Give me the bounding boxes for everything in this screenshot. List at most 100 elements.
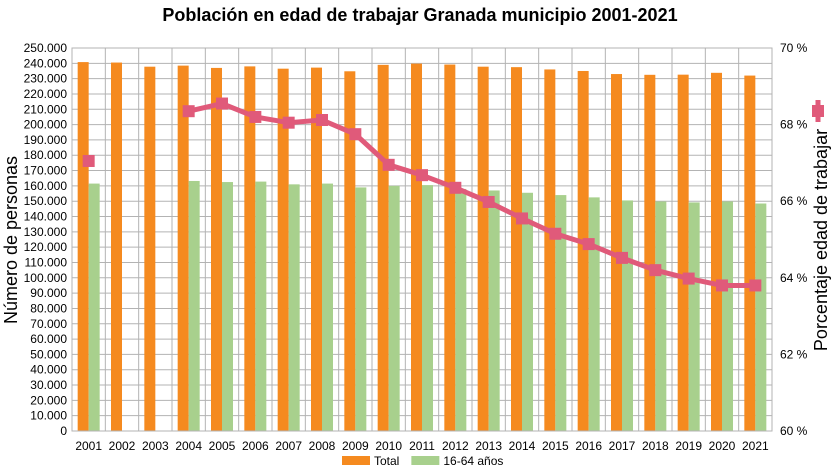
bar-16-64-2004 — [188, 180, 200, 431]
x-tick-label: 2010 — [375, 439, 402, 453]
y-tick-label: 20.000 — [30, 393, 67, 407]
bar-16-64-2018 — [655, 201, 667, 431]
bar-16-64-2011 — [422, 185, 433, 431]
bar-total-2003 — [144, 66, 156, 431]
y-tick-label: 0 — [60, 424, 67, 438]
y-tick-label: 80.000 — [30, 301, 67, 315]
x-tick-label: 2006 — [242, 439, 269, 453]
x-tick-label: 2013 — [475, 439, 502, 453]
y-tick-label: 40.000 — [30, 363, 67, 377]
line-point-2012 — [449, 181, 462, 194]
bar-16-64-2012 — [455, 188, 467, 431]
x-tick-label: 2017 — [609, 439, 636, 453]
legend-swatch — [411, 456, 440, 465]
x-tick-label: 2009 — [342, 439, 369, 453]
bar-total-2002 — [111, 62, 122, 431]
x-tick-label: 2014 — [509, 439, 536, 453]
y2-tick-label: 62 % — [780, 347, 808, 361]
line-point-2001 — [82, 154, 95, 167]
y-tick-label: 50.000 — [30, 347, 67, 361]
bar-16-64-2009 — [355, 187, 367, 431]
x-tick-label: 2016 — [575, 439, 602, 453]
plot-area-border — [71, 47, 773, 432]
bar-16-64-2007 — [288, 184, 300, 431]
y-axis-title: Número de personas — [1, 156, 21, 324]
bar-total-2013 — [477, 66, 489, 431]
bar-16-64-2006 — [255, 181, 267, 431]
y2-tick-label: 60 % — [780, 424, 808, 438]
line-point-2011 — [416, 169, 428, 182]
bar-16-64-2010 — [388, 185, 400, 431]
line-point-2009 — [349, 128, 362, 141]
bar-total-2020 — [711, 72, 722, 432]
x-tick-label: 2020 — [709, 439, 736, 453]
x-tick-label: 2002 — [109, 439, 136, 453]
line-point-2017 — [616, 251, 628, 264]
y-tick-label: 120.000 — [24, 240, 68, 254]
x-tick-label: 2004 — [175, 439, 202, 453]
y-tick-label: 160.000 — [24, 179, 68, 193]
bar-total-2015 — [544, 69, 556, 431]
y-tick-label: 190.000 — [24, 133, 68, 147]
y-tick-label: 100.000 — [24, 271, 68, 285]
line-marker-square — [812, 105, 824, 117]
x-tick-label: 2019 — [675, 439, 702, 453]
x-axis-ticks: 2001 2002 2003 2004 2005 2006 2007 2008 2009 2010… — [75, 439, 769, 453]
x-tick-label: 2008 — [309, 439, 336, 453]
y2-tick-label: 66 % — [780, 194, 808, 208]
line-point-2006 — [249, 110, 262, 123]
y-tick-label: 90.000 — [30, 286, 67, 300]
line-point-2007 — [282, 116, 295, 129]
bar-total-2007 — [277, 68, 289, 431]
plot-border — [71, 47, 773, 432]
y-tick-label: 170.000 — [24, 164, 68, 178]
bar-total-2014 — [511, 67, 522, 432]
bar-16-64-2005 — [222, 182, 233, 431]
bar-total-2006 — [244, 66, 256, 431]
x-tick-label: 2011 — [409, 439, 435, 453]
y-tick-label: 230.000 — [24, 72, 68, 86]
legend-label: Total — [374, 454, 399, 468]
x-tick-label: 2007 — [275, 439, 302, 453]
y-tick-label: 10.000 — [30, 409, 67, 423]
bars — [77, 62, 767, 432]
line-point-2005 — [216, 97, 228, 110]
y-tick-label: 180.000 — [24, 148, 68, 162]
bar-16-64-2019 — [688, 202, 700, 431]
y2-tick-label: 68 % — [780, 118, 808, 132]
x-tick-label: 2003 — [142, 439, 169, 453]
bar-total-2008 — [311, 67, 322, 432]
bar-total-2009 — [344, 71, 356, 431]
y-tick-label: 220.000 — [24, 87, 68, 101]
x-tick-label: 2005 — [209, 439, 236, 453]
legend-swatch — [342, 456, 370, 465]
bar-16-64-2001 — [88, 183, 100, 431]
chart-title: Población en edad de trabajar Granada mu… — [162, 5, 677, 25]
bar-16-64-2020 — [722, 201, 733, 431]
line-point-2008 — [316, 114, 328, 127]
line-point-2015 — [549, 227, 562, 240]
y-tick-label: 130.000 — [24, 225, 68, 239]
y-tick-label: 30.000 — [30, 378, 67, 392]
y-tick-label: 200.000 — [24, 118, 68, 132]
y-tick-label: 240.000 — [24, 56, 68, 70]
line-point-2021 — [749, 279, 762, 292]
y-tick-label: 210.000 — [24, 102, 68, 116]
bar-16-64-2021 — [755, 203, 767, 431]
line-point-2020 — [716, 279, 728, 292]
y-tick-label: 70.000 — [30, 317, 67, 331]
x-tick-label: 2015 — [542, 439, 569, 453]
x-tick-label: 2012 — [442, 439, 469, 453]
x-tick-label: 2018 — [642, 439, 669, 453]
y-tick-label: 60.000 — [30, 332, 67, 346]
bar-total-2021 — [744, 75, 756, 432]
bar-16-64-2016 — [588, 197, 600, 431]
line-point-2014 — [516, 212, 528, 225]
x-tick-label: 2001 — [75, 439, 102, 453]
y-tick-label: 110.000 — [25, 255, 68, 269]
bar-16-64-2017 — [622, 200, 633, 431]
bar-16-64-2013 — [488, 190, 500, 431]
bar-total-2012 — [444, 64, 456, 432]
right-axis-ticks: 60 % 62 % 64 % 66 % 68 % 70 % — [780, 41, 808, 438]
